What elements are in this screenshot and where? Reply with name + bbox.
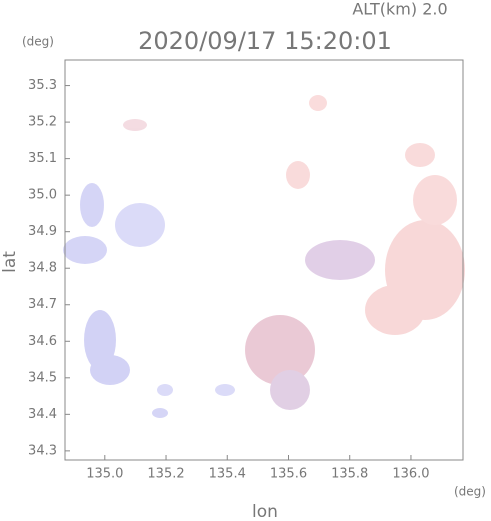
y-tick-label: 34.5 <box>28 370 57 385</box>
x-tick-label: 135.4 <box>209 467 246 482</box>
y-tick-label: 34.9 <box>28 224 57 239</box>
y-tick-label: 35.3 <box>28 78 57 93</box>
plot-frame <box>64 59 464 461</box>
y-tick-label: 34.7 <box>28 297 57 312</box>
x-tick-label: 135.6 <box>270 467 307 482</box>
y-tick-label: 34.4 <box>28 407 57 422</box>
x-axis-label: lon <box>252 502 278 521</box>
x-tick-label: 135.8 <box>331 467 368 482</box>
y-tick-label: 35.0 <box>28 188 57 203</box>
x-tick-label: 135.0 <box>86 467 123 482</box>
x-tick-label: 136.0 <box>392 467 429 482</box>
x-unit: (deg) <box>454 485 486 499</box>
y-tick-label: 34.3 <box>28 443 57 458</box>
chart-title: 2020/09/17 15:20:01 <box>138 27 392 55</box>
subtitle: ALT(km) 2.0 <box>352 0 447 19</box>
y-axis-label: lat <box>0 251 20 273</box>
y-unit: (deg) <box>22 35 54 49</box>
y-tick-label: 34.6 <box>28 334 57 349</box>
echoes <box>63 95 465 418</box>
x-tick-label: 135.2 <box>147 467 184 482</box>
y-tick-label: 35.1 <box>28 151 57 166</box>
y-tick-label: 34.8 <box>28 261 57 276</box>
y-tick-label: 35.2 <box>28 115 57 130</box>
